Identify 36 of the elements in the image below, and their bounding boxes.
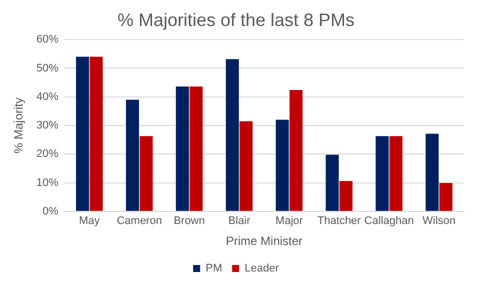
bar (326, 154, 339, 211)
bar (226, 59, 239, 211)
chart-title: % Majorities of the last 8 PMs (117, 10, 355, 30)
y-tick-label: 20% (36, 148, 59, 160)
x-tick-label: Cameron (116, 215, 162, 228)
legend-label: PM (206, 262, 222, 275)
bar (76, 56, 90, 211)
bar (240, 121, 253, 211)
x-tick-label: Major (275, 215, 304, 228)
y-tick-label: 50% (36, 62, 59, 74)
x-tick-label: Blair (228, 215, 251, 228)
y-tick-label: 10% (36, 176, 59, 189)
y-tick-label: 0% (42, 205, 59, 218)
bar (376, 136, 389, 211)
x-tick-label: Thatcher (317, 215, 362, 228)
x-tick-label: Wilson (422, 215, 456, 228)
bar (426, 134, 439, 211)
y-tick-label: 60% (36, 34, 59, 46)
y-axis-title: % Majority (12, 97, 26, 154)
bar (389, 136, 402, 211)
bar (126, 100, 139, 211)
legend-label: Leader (244, 262, 280, 275)
bar (176, 86, 189, 211)
x-tick-label: Callaghan (364, 215, 414, 228)
bar (276, 120, 289, 211)
x-axis-title: Prime Minister (226, 234, 303, 248)
y-tick-label: 40% (36, 90, 59, 103)
bar (190, 86, 203, 211)
x-tick-label: May (79, 215, 100, 228)
bar (90, 56, 103, 211)
bar (290, 90, 303, 211)
y-tick-label: 30% (36, 120, 59, 132)
x-tick-label: Brown (174, 215, 205, 228)
bar (140, 136, 153, 211)
bar (339, 181, 353, 211)
bar (439, 183, 452, 211)
